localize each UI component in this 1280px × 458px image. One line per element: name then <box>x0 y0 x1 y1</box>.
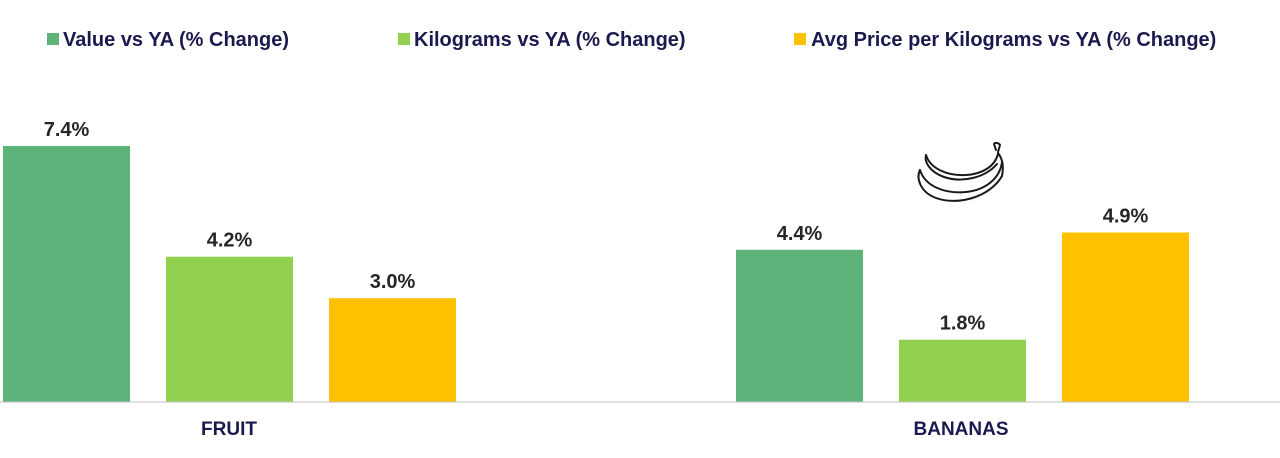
value-label-fruit-kilograms: 4.2% <box>207 230 253 252</box>
bar-bananas-value <box>736 249 863 402</box>
value-label-bananas-value: 4.4% <box>777 223 823 245</box>
value-label-bananas-kilograms: 1.8% <box>940 313 986 335</box>
legend-label-value: Value vs YA (% Change) <box>63 29 289 51</box>
value-label-bananas-avg-price: 4.9% <box>1103 205 1149 227</box>
legend: Value vs YA (% Change) Kilograms vs YA (… <box>47 29 1216 51</box>
bar-fruit-value <box>3 146 130 402</box>
bar-bananas-avg-price <box>1062 232 1189 402</box>
value-label-fruit-value: 7.4% <box>44 119 90 141</box>
bar-fruit-avg-price <box>329 298 456 402</box>
category-label-bananas: BANANAS <box>914 419 1009 440</box>
bananas-icon <box>917 141 1004 202</box>
legend-label-kilograms: Kilograms vs YA (% Change) <box>414 29 686 51</box>
value-labels-group: 7.4% 4.2% 3.0% 4.4% 1.8% 4.9% <box>44 119 1149 335</box>
legend-item-kilograms: Kilograms vs YA (% Change) <box>398 29 686 51</box>
legend-swatch-value <box>47 33 59 45</box>
legend-label-avg-price: Avg Price per Kilograms vs YA (% Change) <box>811 29 1216 51</box>
bar-bananas-kilograms <box>899 339 1026 402</box>
legend-item-avg-price: Avg Price per Kilograms vs YA (% Change) <box>794 29 1216 51</box>
bars-group <box>3 146 1189 402</box>
legend-item-value: Value vs YA (% Change) <box>47 29 289 51</box>
bar-fruit-kilograms <box>166 256 293 402</box>
category-label-fruit: FRUIT <box>201 419 257 440</box>
legend-swatch-kilograms <box>398 33 410 45</box>
legend-swatch-avg-price <box>794 33 806 45</box>
value-label-fruit-avg-price: 3.0% <box>370 271 416 293</box>
